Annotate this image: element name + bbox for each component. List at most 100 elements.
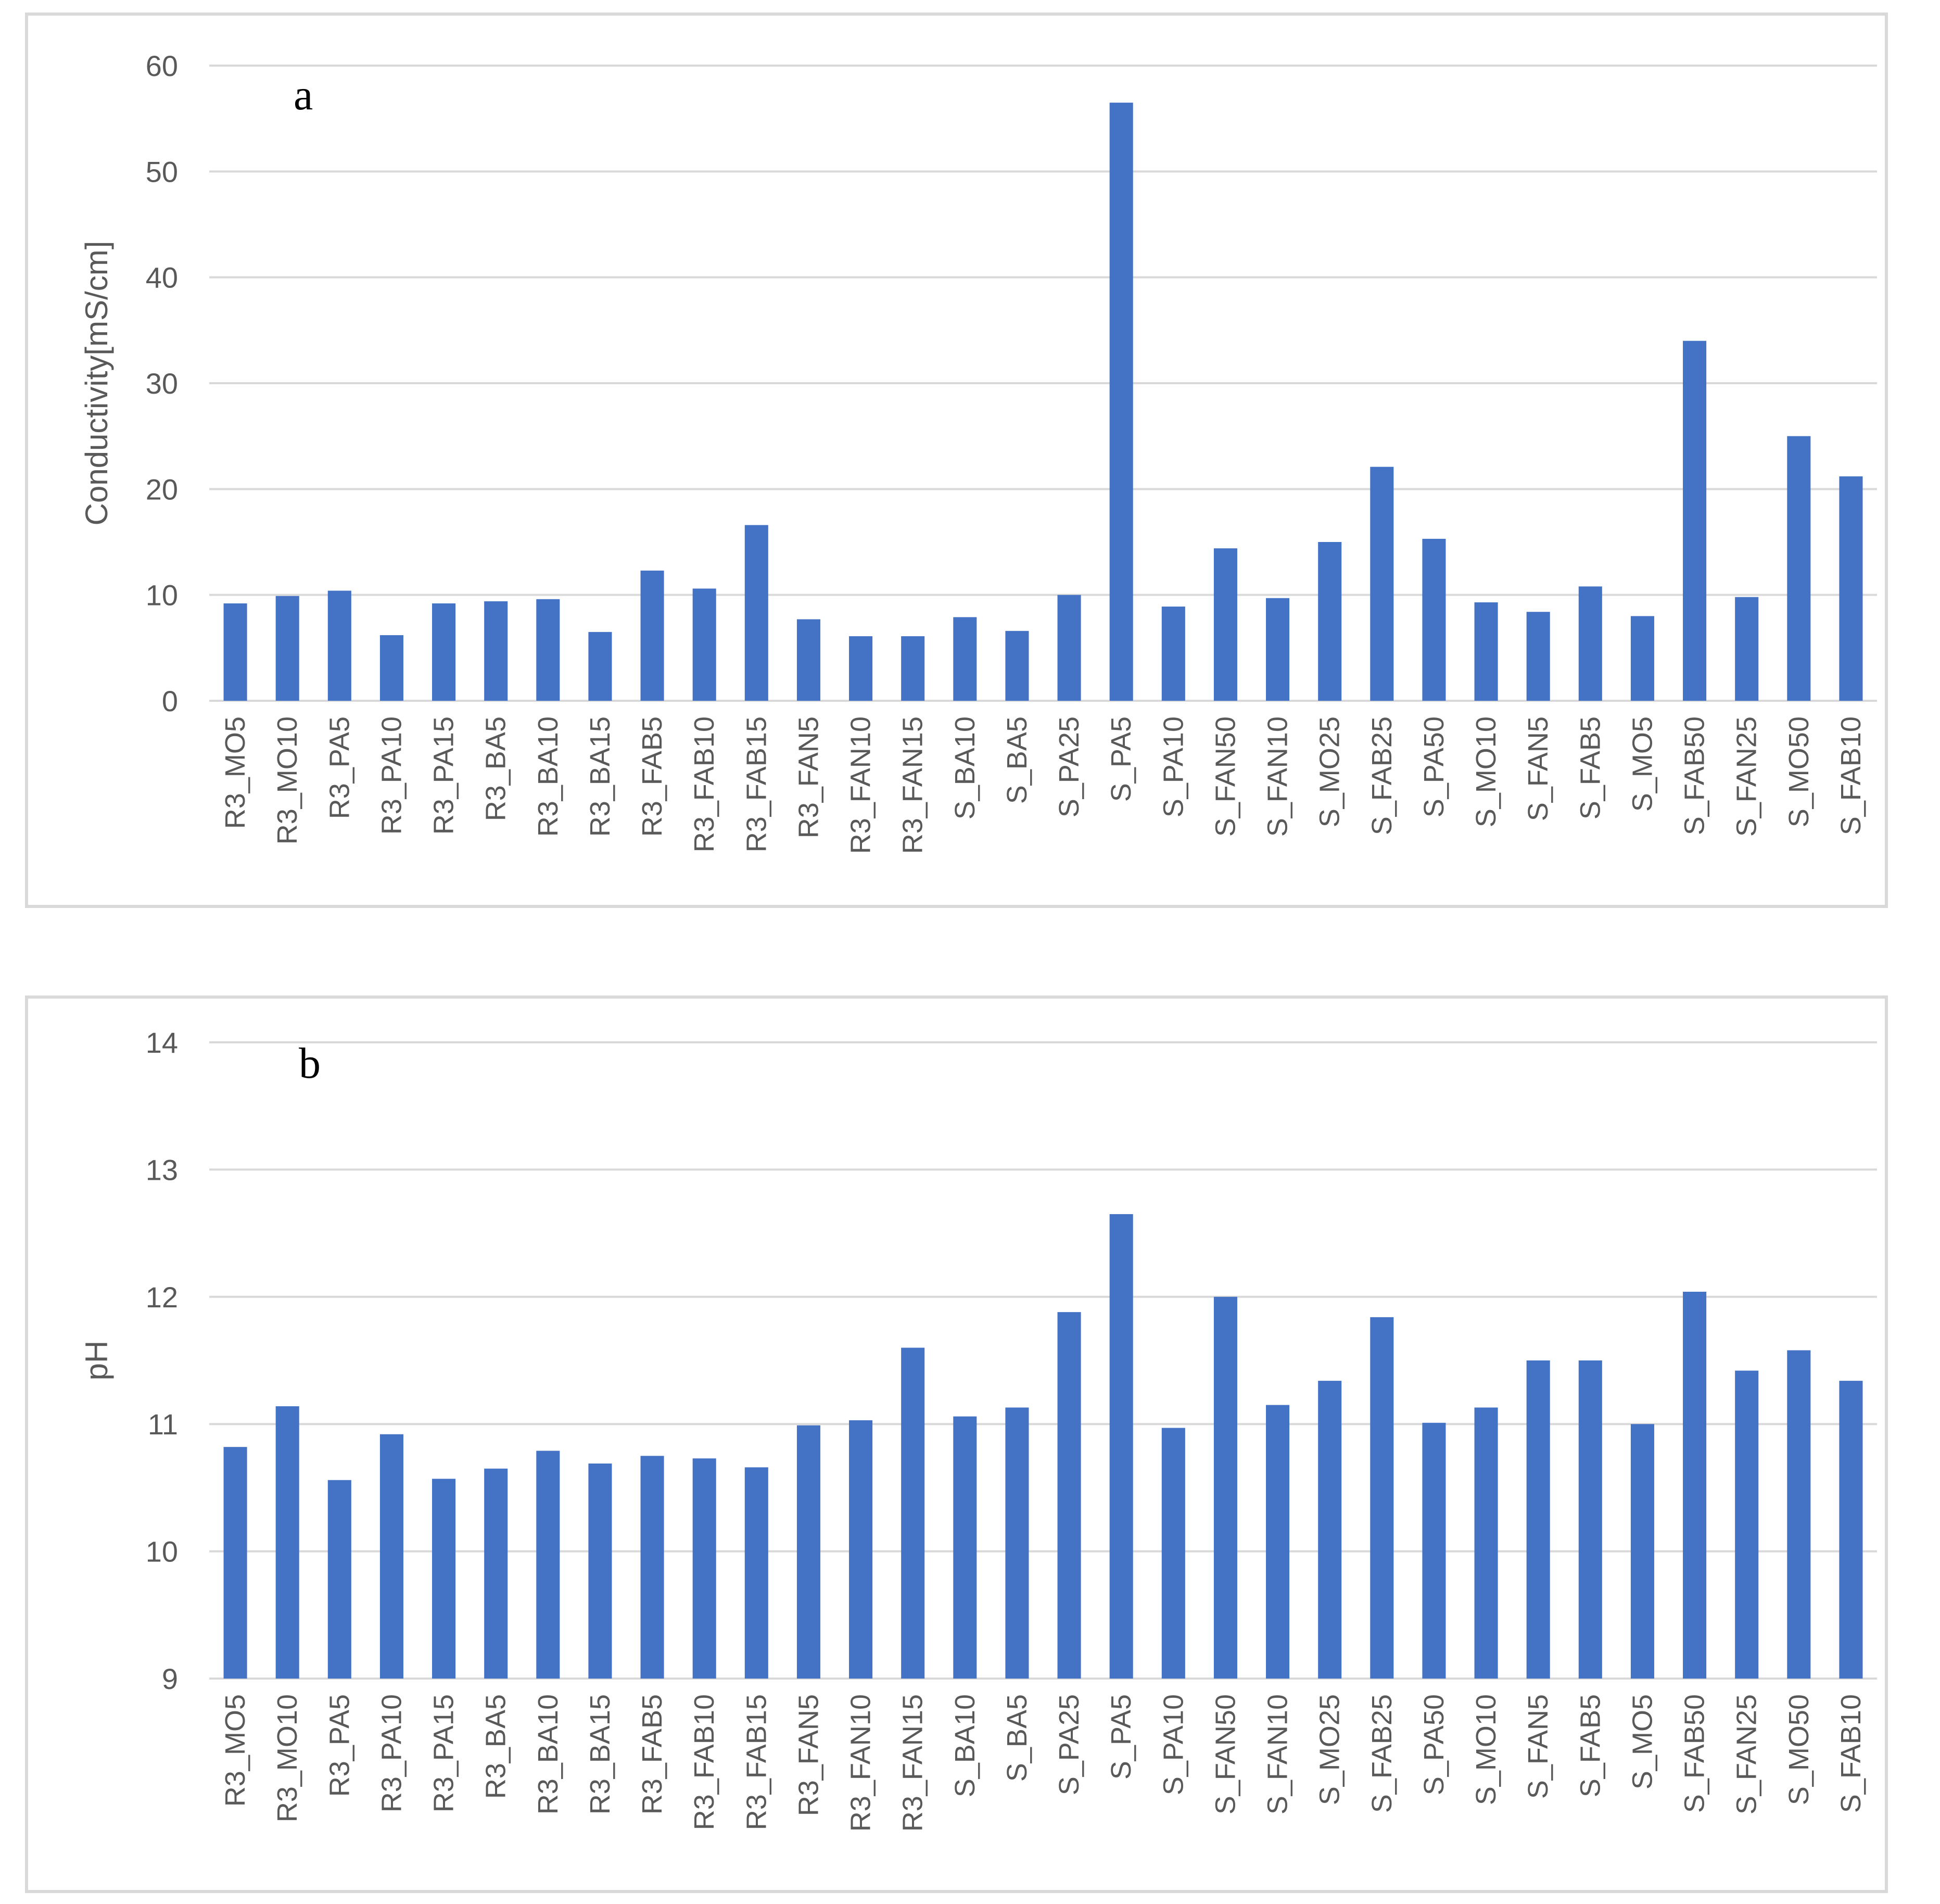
y-tick-label: 9 [162, 1662, 178, 1695]
bar [640, 570, 664, 701]
conductivity-chart-panel: 0 10 20 30 40 50 60 R3_MO5 R3_MO10 R3_PA5 R3_PA10 R… [25, 12, 1888, 908]
y-tick-label: 0 [162, 685, 178, 717]
x-category-label: R3_BA10 [532, 716, 564, 837]
x-category-label: S_FAB5 [1575, 716, 1606, 819]
bar [692, 1458, 716, 1679]
y-tick-label: 13 [146, 1153, 178, 1186]
x-category-label: S_FAN50 [1210, 716, 1241, 837]
bar [1630, 1424, 1654, 1679]
x-category-label: S_FAB50 [1679, 1694, 1710, 1813]
bar [379, 635, 403, 701]
y-tick-label: 10 [146, 1535, 178, 1568]
ph-bar-chart: 9 10 11 12 13 14 R3_MO5 R3_MO10 R3_PA5 R3_PA10 R3_… [79, 1026, 1877, 1832]
bar [1630, 616, 1654, 701]
x-category-label: S_BA5 [1001, 716, 1033, 804]
bar [744, 1467, 768, 1679]
bar [796, 619, 820, 701]
bar [1474, 602, 1498, 701]
x-category-label: R3_MO5 [220, 716, 251, 829]
bar [1005, 1407, 1029, 1679]
x-category-label: R3_BA5 [480, 716, 512, 821]
bar [953, 1416, 977, 1679]
bar [275, 596, 299, 701]
bar [1578, 586, 1602, 701]
x-category-label: S_PA50 [1418, 716, 1450, 817]
x-category-label: R3_PA5 [324, 716, 355, 819]
x-category-label: S_FAB10 [1835, 1694, 1867, 1813]
bar [588, 1463, 612, 1679]
bar [1578, 1360, 1602, 1679]
x-category-label: R3_MO5 [220, 1694, 251, 1807]
x-category-label: S_BA10 [949, 716, 981, 819]
x-category-label: R3_PA15 [428, 716, 460, 835]
x-category-label: S_FAB50 [1679, 716, 1710, 835]
x-category-label: S_PA5 [1106, 716, 1137, 802]
x-category-label: R3_BA10 [532, 1694, 564, 1814]
x-category-label: R3_FAB10 [689, 716, 720, 852]
bar [1057, 595, 1081, 701]
bar [1370, 1317, 1394, 1679]
y-tick-label: 60 [146, 49, 178, 82]
bar [744, 525, 768, 701]
x-category-label: S_FAN50 [1210, 1694, 1241, 1814]
x-category-label: S_MO5 [1627, 1694, 1658, 1789]
x-category-label: R3_FAN5 [793, 1694, 824, 1816]
bar [1266, 598, 1290, 701]
x-category-label: R3_BA15 [585, 1694, 616, 1814]
y-tick-label: 50 [146, 155, 178, 188]
x-category-label: S_PA10 [1158, 1694, 1189, 1795]
x-category-label: R3_FAN5 [793, 716, 824, 838]
x-category-label: S_MO50 [1783, 1694, 1815, 1805]
bar [1057, 1312, 1081, 1679]
bar [536, 1451, 560, 1679]
x-category-label: S_PA10 [1158, 716, 1189, 817]
bar [1109, 103, 1133, 701]
x-category-label: S_FAN5 [1523, 716, 1554, 821]
bar [1161, 607, 1185, 701]
x-category-label: R3_FAB15 [741, 1694, 772, 1830]
x-category-label: S_FAB5 [1575, 1694, 1606, 1797]
x-category-label: S_FAN10 [1262, 716, 1294, 837]
bar [1318, 542, 1342, 701]
bar [1370, 466, 1394, 701]
bar [692, 588, 716, 701]
bar [953, 617, 977, 701]
panel-label: a [294, 71, 313, 119]
x-category-label: S_MO25 [1314, 1694, 1346, 1805]
x-category-label: R3_BA5 [480, 1694, 512, 1799]
y-tick-label: 20 [146, 473, 178, 506]
x-category-label: S_FAB25 [1366, 716, 1398, 835]
x-category-label: S_FAB10 [1835, 716, 1867, 835]
bar [1161, 1428, 1185, 1679]
x-category-label: S_BA10 [949, 1694, 981, 1797]
x-category-label: R3_FAN10 [845, 716, 877, 854]
bar [1526, 612, 1550, 701]
x-category-label: R3_MO10 [272, 1694, 303, 1822]
panel-label: b [299, 1039, 321, 1088]
bar [901, 1347, 925, 1679]
bar [1213, 1296, 1237, 1679]
x-category-label: S_FAN25 [1731, 716, 1763, 837]
x-category-label: R3_MO10 [272, 716, 303, 844]
bar [1005, 631, 1029, 701]
x-category-label: R3_FAB10 [689, 1694, 720, 1830]
x-category-label: S_FAN25 [1731, 1694, 1763, 1814]
bar [484, 601, 508, 701]
y-axis-title: pH [79, 1341, 114, 1381]
bar [1422, 1422, 1446, 1679]
x-category-label: R3_PA5 [324, 1694, 355, 1797]
x-category-label: S_FAN5 [1523, 1694, 1554, 1799]
x-category-label: S_PA5 [1106, 1694, 1137, 1780]
bar [1109, 1214, 1133, 1679]
bar [327, 1480, 351, 1679]
bar [275, 1406, 299, 1679]
bar [484, 1468, 508, 1679]
bar [1474, 1407, 1498, 1679]
bar [849, 636, 873, 701]
conductivity-bar-chart: 0 10 20 30 40 50 60 R3_MO5 R3_MO10 R3_PA5 R3_PA10 R… [79, 49, 1877, 854]
bar [536, 599, 560, 701]
x-category-label: R3_FAB15 [741, 716, 772, 852]
x-category-label: R3_FAN15 [897, 1694, 929, 1832]
bar [1683, 341, 1707, 701]
bar [432, 1479, 456, 1679]
